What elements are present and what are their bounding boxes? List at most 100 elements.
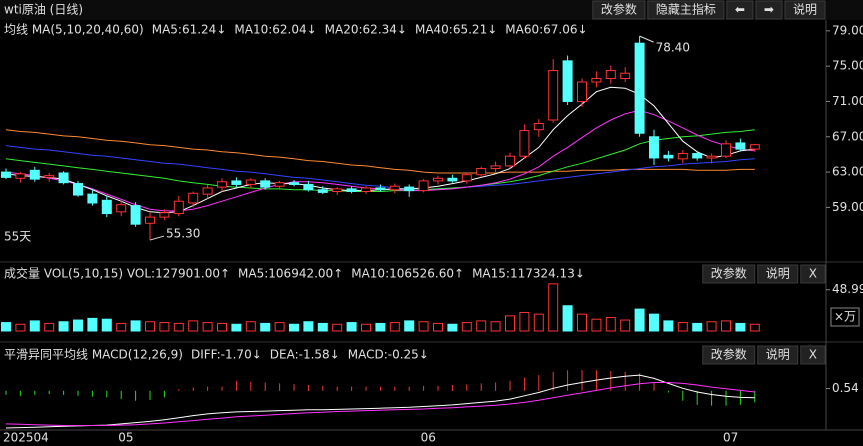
legend-item: MA10:106526.60↑ <box>351 267 464 281</box>
legend-item: MA60:67.06↓ <box>505 23 587 37</box>
chart-title: wti原油 (日线) <box>4 3 83 17</box>
y-tick-label: 63.00 <box>832 165 863 179</box>
legend-item: 平滑异同平均线 MACD(12,26,9) <box>4 348 183 362</box>
volume-bar <box>29 320 40 332</box>
indicator-line <box>5 129 755 174</box>
button[interactable] <box>592 0 646 20</box>
candle-body <box>605 70 616 79</box>
candle-body <box>749 144 760 150</box>
legend-item: 成交量 VOL(5,10,15) VOL:127901.00↑ <box>4 266 230 281</box>
button-label[interactable]: 说明 <box>793 2 817 17</box>
volume-bar <box>159 322 170 332</box>
button-label[interactable]: 改参数 <box>711 266 747 281</box>
candle-body <box>289 182 299 185</box>
button-label[interactable]: 隐藏主指标 <box>656 2 716 17</box>
candle-body <box>303 183 314 191</box>
volume-bar <box>101 318 112 332</box>
candle-body <box>217 181 227 188</box>
button-label[interactable]: 改参数 <box>601 2 637 17</box>
y-tick-label: 71.00 <box>832 94 863 108</box>
volume-bar <box>73 319 83 332</box>
volume-bar <box>361 323 371 332</box>
button[interactable] <box>702 264 756 284</box>
button[interactable] <box>757 345 799 365</box>
legend-item: MA15:117324.13↓ <box>472 267 585 281</box>
candle-body <box>375 187 386 191</box>
candle-body <box>245 179 256 185</box>
button-label[interactable]: 说明 <box>766 347 790 362</box>
indicator-line <box>5 374 755 429</box>
button[interactable] <box>800 264 826 284</box>
volume-bar <box>289 323 299 332</box>
button[interactable] <box>647 0 725 20</box>
volume-bar <box>332 323 343 332</box>
volume-bar <box>130 320 141 332</box>
legend-item: MACD:-0.25↓ <box>348 348 429 362</box>
volume-bar <box>116 322 127 332</box>
volume-bar <box>1 322 11 332</box>
candle-body <box>317 189 328 193</box>
button[interactable] <box>755 0 783 20</box>
candle-body <box>332 188 343 192</box>
candle-body <box>461 174 472 182</box>
candle-body <box>548 70 559 121</box>
volume-bar <box>692 322 703 332</box>
y-tick-label: 79.00 <box>832 23 863 37</box>
y-tick-label: 0.54 <box>832 381 859 395</box>
button[interactable] <box>702 345 756 365</box>
candle-body <box>591 78 602 83</box>
button[interactable] <box>784 0 826 20</box>
volume-bar <box>303 321 314 332</box>
candle-body <box>634 42 645 134</box>
unit-label: ×万 <box>834 310 856 324</box>
candle-body <box>260 180 271 188</box>
button-label[interactable]: ➡ <box>764 3 774 17</box>
button-label[interactable]: X <box>809 348 817 362</box>
candle-body <box>44 175 55 178</box>
candle-body <box>404 186 415 192</box>
button-label[interactable]: X <box>809 267 817 281</box>
annotation-leader <box>149 235 165 241</box>
button-label[interactable]: 改参数 <box>711 347 747 362</box>
button-label[interactable]: 说明 <box>766 266 790 281</box>
legend-item: DEA:-1.58↓ <box>270 348 340 362</box>
volume-bar <box>260 322 271 332</box>
button[interactable] <box>726 0 754 20</box>
candle-body <box>620 72 631 79</box>
volume-bar <box>548 283 559 332</box>
volume-bar <box>490 321 501 332</box>
volume-bar <box>634 308 645 332</box>
annotation: 55.30 <box>166 227 200 241</box>
candle-body <box>188 192 199 204</box>
volume-bar <box>231 323 242 332</box>
volume-bar <box>418 321 429 332</box>
legend-item: MA20:62.34↓ <box>325 23 407 37</box>
volume-bar <box>591 318 602 332</box>
legend-item: MA10:62.04↓ <box>234 23 316 37</box>
candle-body <box>663 154 674 159</box>
candle-body <box>721 143 731 157</box>
annotation: 78.40 <box>656 41 690 55</box>
candle-body <box>649 136 659 159</box>
candle-body <box>116 204 127 213</box>
button-label[interactable]: ⬅ <box>735 3 745 17</box>
unit-box <box>830 307 860 327</box>
volume-bar <box>447 323 458 332</box>
annotation-leader <box>639 35 654 43</box>
legend-item: MA40:65.21↓ <box>415 23 497 37</box>
volume-bar <box>562 305 573 332</box>
indicator-line <box>5 382 755 426</box>
button[interactable] <box>800 345 826 365</box>
legend-item: MA5:106942.00↑ <box>238 267 343 281</box>
volume-bar <box>245 321 256 332</box>
legend-item: 均线 MA(5,10,20,40,60) <box>4 23 144 37</box>
y-tick-label: 67.00 <box>832 129 863 143</box>
candle-body <box>101 199 112 215</box>
volume-bar <box>317 322 328 332</box>
button[interactable] <box>757 264 799 284</box>
volume-bar <box>649 313 659 332</box>
volume-bar <box>44 322 55 332</box>
candle-body <box>15 173 26 179</box>
candle-body <box>346 188 357 192</box>
